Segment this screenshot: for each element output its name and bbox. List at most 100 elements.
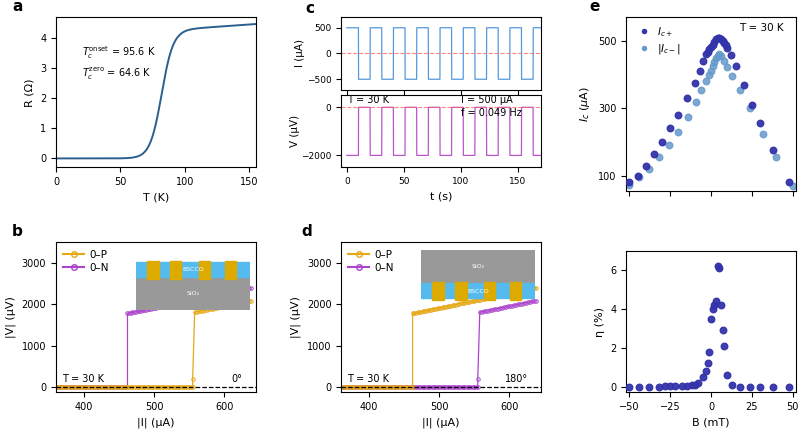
Point [744,105,757,112]
Point [672,112,685,119]
Y-axis label: η (%): η (%) [594,307,605,337]
Point [714,53,727,60]
Text: a: a [12,0,22,14]
Point [711,262,724,269]
Legend: $I_{c+}$, $|I_{c-}|$: $I_{c+}$, $|I_{c-}|$ [631,23,683,58]
Point [726,381,738,388]
Legend: 0–P, 0–N: 0–P, 0–N [346,248,396,275]
Point [623,181,636,188]
Point [669,382,682,389]
Point [642,165,655,172]
Point [703,46,716,53]
Point [718,39,730,46]
Y-axis label: |V| (μV): |V| (μV) [6,296,16,338]
Point [697,373,710,380]
Point [738,81,750,88]
Point [697,58,710,65]
Text: e: e [589,0,599,14]
Point [708,302,721,309]
Point [711,34,724,41]
Text: T = 30 K: T = 30 K [347,374,389,384]
Text: $T_c^{\rm onset}$ = 95.6 K: $T_c^{\rm onset}$ = 95.6 K [82,44,156,61]
Point [710,55,722,62]
Point [690,98,703,105]
Point [724,51,737,58]
Point [754,383,766,390]
Point [703,348,716,355]
Point [716,37,729,44]
Point [718,58,730,65]
Point [682,113,694,120]
Point [706,41,719,48]
Point [708,39,721,46]
Point [623,383,636,390]
Point [730,63,742,70]
Point [719,41,732,48]
Text: d: d [301,225,312,239]
Point [713,35,726,42]
Point [706,305,719,312]
Point [721,371,734,378]
Point [766,147,779,154]
Point [700,51,713,58]
Point [786,183,799,190]
Y-axis label: R (Ω): R (Ω) [25,78,34,107]
Point [672,128,685,135]
Point [703,71,716,78]
Point [694,68,706,75]
Point [713,265,726,272]
Text: b: b [12,225,23,239]
Text: 0°: 0° [232,374,242,384]
Point [721,45,734,52]
Point [710,36,722,43]
X-axis label: t (s): t (s) [430,192,452,202]
Point [770,153,783,160]
Point [700,368,713,375]
Point [664,125,677,132]
Point [702,360,714,367]
Point [680,382,693,389]
Y-axis label: $I_c$ ($\mu$A): $I_c$ ($\mu$A) [578,86,593,122]
Point [680,95,693,102]
Point [685,381,698,388]
Point [726,73,738,80]
Text: T = 30 K: T = 30 K [347,95,389,105]
Point [688,80,701,87]
Text: T = 30 K: T = 30 K [62,374,104,384]
Point [662,142,675,149]
Point [721,64,734,71]
Point [714,36,727,43]
Point [653,383,666,390]
Point [706,63,719,70]
Point [664,382,677,389]
Point [710,298,722,305]
Legend: 0–P, 0–N: 0–P, 0–N [62,248,111,275]
Point [783,383,796,390]
Point [734,86,747,93]
Point [705,67,718,74]
Point [711,53,724,60]
Y-axis label: I (μA): I (μA) [295,40,306,68]
Point [631,172,644,179]
Text: f = 0.049 Hz: f = 0.049 Hz [461,108,522,118]
Point [783,178,796,185]
Point [757,130,770,137]
Y-axis label: V (μV): V (μV) [290,115,300,147]
Text: $T_c^{\rm zero}$ = 64.6 K: $T_c^{\rm zero}$ = 64.6 K [82,66,151,82]
Text: T = 30 K: T = 30 K [739,23,784,33]
X-axis label: B (mT): B (mT) [692,418,730,428]
Point [744,383,757,390]
Point [734,383,747,390]
Point [718,342,730,349]
Point [708,58,721,65]
Point [702,48,714,55]
Text: I = 500 μA: I = 500 μA [461,95,513,105]
Point [746,102,758,109]
Point [714,302,727,309]
Point [653,153,666,160]
Point [705,315,718,322]
Text: 180°: 180° [505,374,528,384]
Point [656,139,669,146]
Point [642,383,655,390]
Point [716,327,729,334]
